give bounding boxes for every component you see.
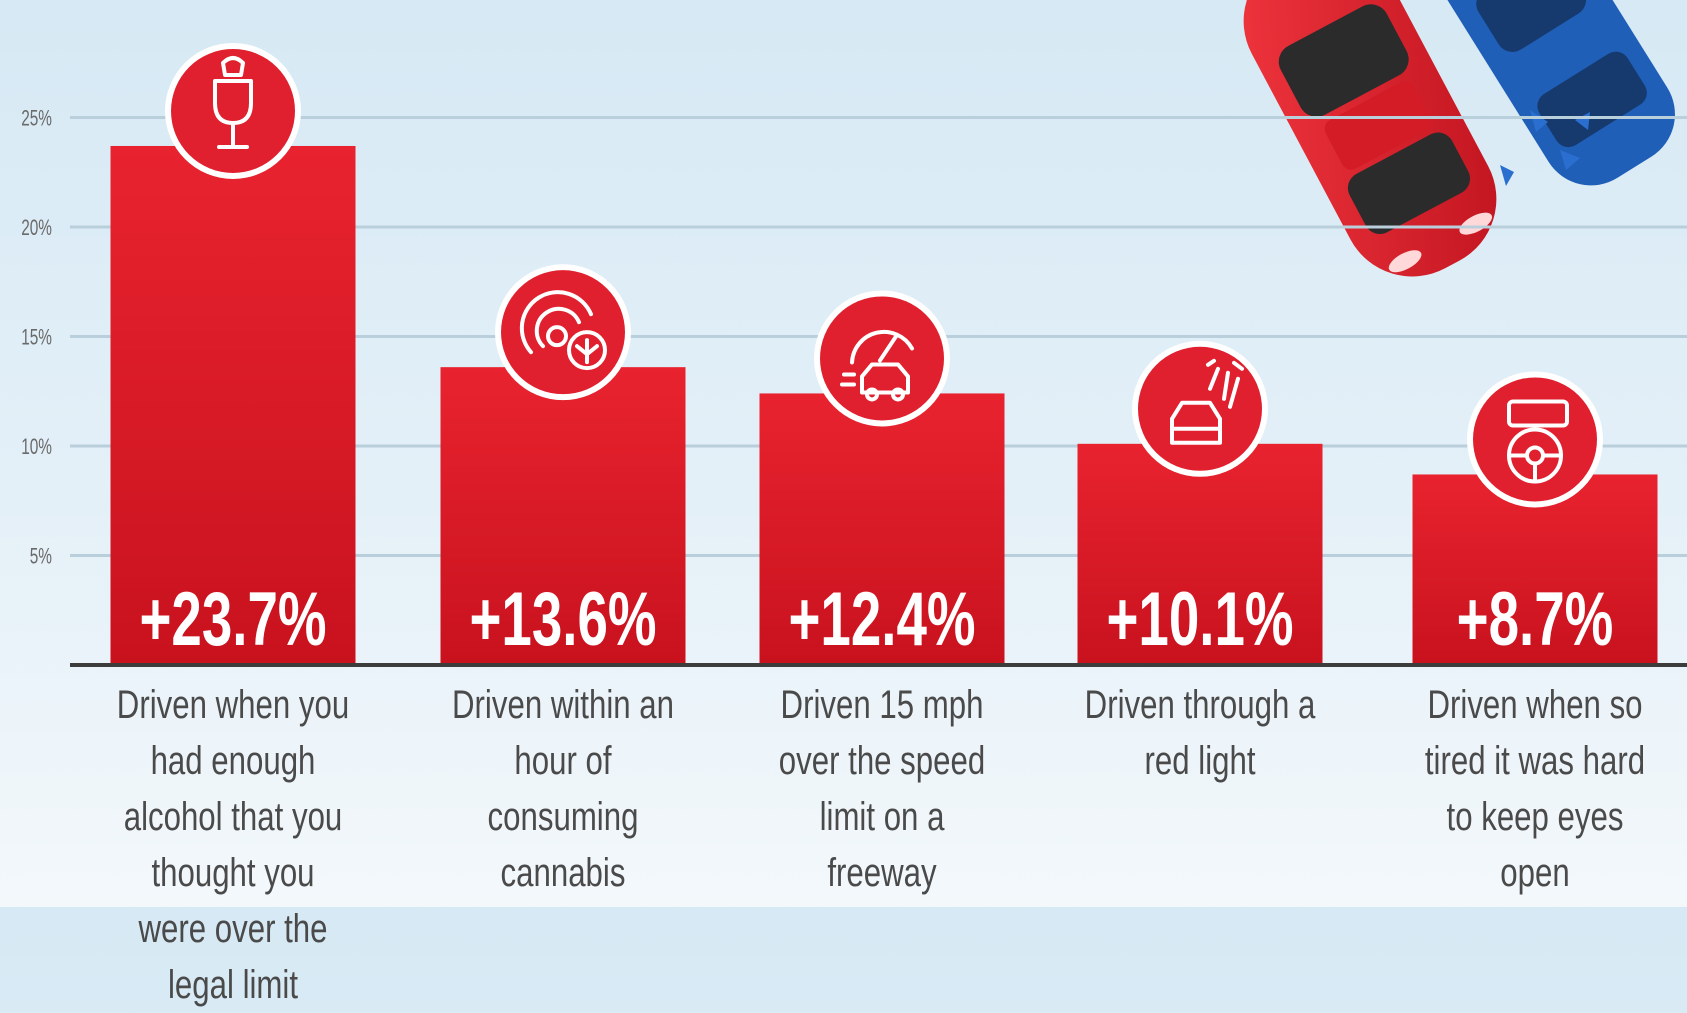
- category-label: Driven 15 mph over the speed limit on a …: [778, 683, 986, 895]
- category-label: Driven when you had enough alcohol that …: [116, 683, 350, 1007]
- category-label: Driven within an hour of consuming canna…: [452, 683, 674, 895]
- category-label: Driven through a red light: [1084, 683, 1316, 783]
- bar-group: +13.6%: [440, 264, 686, 665]
- icon-badge: [171, 48, 295, 173]
- bar-group: +23.7%: [110, 42, 356, 666]
- y-tick-label: 25%: [21, 107, 52, 131]
- cannabis-icon: [519, 290, 607, 371]
- bar-group: +12.4%: [759, 290, 1005, 665]
- bar: [759, 393, 1005, 665]
- bar-value-label: +12.4%: [788, 577, 975, 662]
- bar: [110, 145, 356, 666]
- bar-value-label: +23.7%: [139, 577, 326, 662]
- bar-value-label: +13.6%: [469, 577, 656, 662]
- bar-group: +8.7%: [1412, 371, 1658, 665]
- bar: [440, 367, 686, 665]
- y-tick-label: 5%: [30, 545, 52, 569]
- crash-illustration: [1243, 0, 1675, 277]
- y-tick-label: 10%: [21, 435, 52, 459]
- bar-value-label: +10.1%: [1106, 577, 1293, 662]
- drowsy-driver-icon: [1507, 399, 1569, 484]
- bar: [1077, 443, 1323, 665]
- y-tick-label: 15%: [21, 326, 52, 350]
- debris: [1500, 110, 1590, 186]
- traffic-light-car-icon: [1170, 358, 1244, 445]
- speedometer-car-icon: [840, 329, 914, 402]
- category-label: Driven when so tired it was hard to keep…: [1424, 683, 1646, 895]
- bar-group: +10.1%: [1077, 340, 1323, 665]
- bar-value-label: +8.7%: [1457, 577, 1614, 662]
- y-tick-label: 20%: [21, 216, 52, 240]
- wine-glass-icon: [213, 55, 253, 149]
- icon-badge: [1138, 346, 1262, 471]
- bar-chart: 5% 10% 15% 20% 25% +23.7% +13.6% +12.4% +10.1% +…: [21, 0, 1687, 667]
